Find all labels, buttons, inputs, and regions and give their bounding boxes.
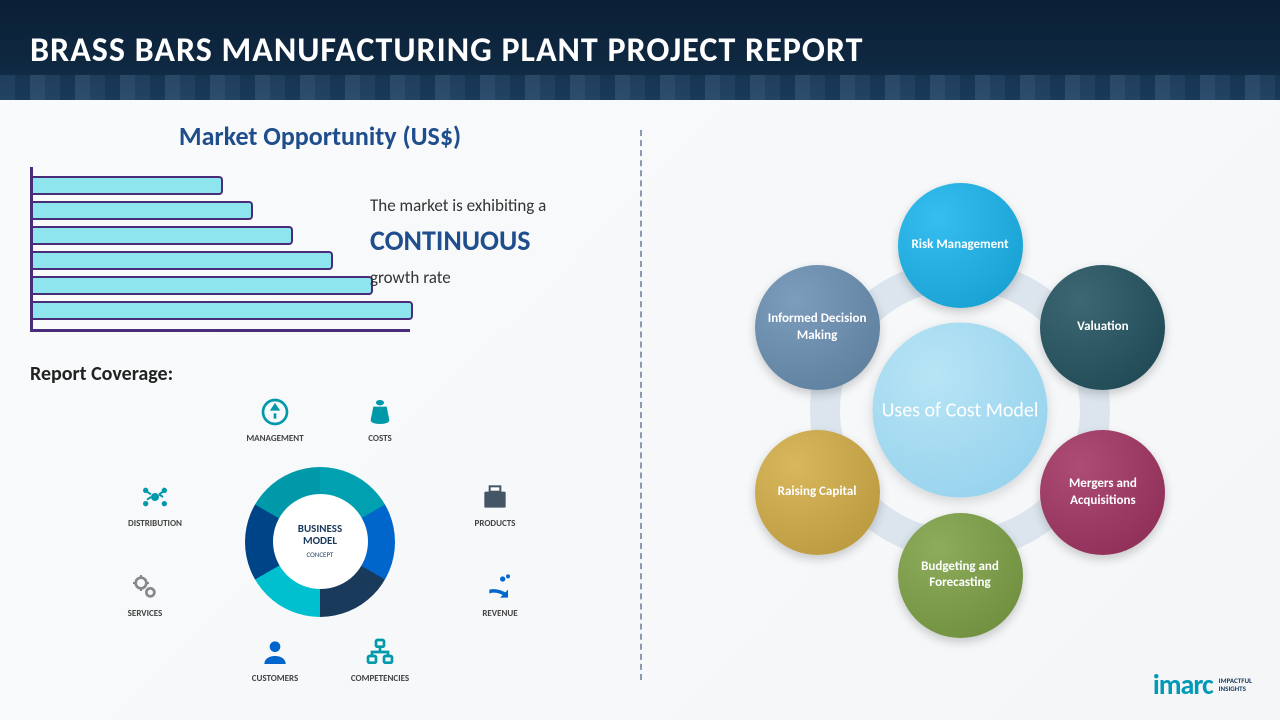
logo-tagline: IMPACTFUL INSIGHTS xyxy=(1219,677,1252,692)
vertical-divider xyxy=(640,130,642,680)
coverage-label: REVENUE xyxy=(460,608,540,619)
coverage-item-management: MANAGEMENT xyxy=(235,394,315,444)
bm-line1: BUSINESS xyxy=(298,522,342,535)
growth-callout: The market is exhibiting a CONTINUOUS gr… xyxy=(370,192,546,291)
management-icon xyxy=(257,394,293,430)
header-banner: BRASS BARS MANUFACTURING PLANT PROJECT R… xyxy=(0,0,1280,100)
growth-emphasis: CONTINUOUS xyxy=(370,219,546,264)
business-model-diagram: BUSINESS MODEL CONCEPT MANAGEMENT COSTS DI… xyxy=(60,394,580,689)
competencies-icon xyxy=(362,634,398,670)
coverage-item-revenue: REVENUE xyxy=(460,569,540,619)
distribution-icon xyxy=(137,479,173,515)
coverage-title: Report Coverage: xyxy=(30,362,610,386)
coverage-item-customers: CUSTOMERS xyxy=(235,634,315,684)
coverage-item-costs: COSTS xyxy=(340,394,420,444)
coverage-label: MANAGEMENT xyxy=(235,433,315,444)
coverage-label: SERVICES xyxy=(105,608,185,619)
services-icon xyxy=(127,569,163,605)
coverage-item-competencies: COMPETENCIES xyxy=(340,634,420,684)
radial-center: Uses of Cost Model xyxy=(873,323,1048,498)
chart-bar xyxy=(33,176,223,195)
market-chart: The market is exhibiting a CONTINUOUS gr… xyxy=(30,167,610,347)
chart-bar xyxy=(33,226,293,245)
radial-node: Informed Decision Making xyxy=(755,265,880,390)
logo-tag2: INSIGHTS xyxy=(1219,685,1252,693)
coverage-label: COMPETENCIES xyxy=(340,673,420,684)
business-model-center: BUSINESS MODEL CONCEPT xyxy=(245,467,395,617)
radial-center-label: Uses of Cost Model xyxy=(882,397,1039,423)
coverage-item-services: SERVICES xyxy=(105,569,185,619)
products-icon xyxy=(477,479,513,515)
revenue-icon xyxy=(482,569,518,605)
coverage-label: COSTS xyxy=(340,433,420,444)
chart-bar xyxy=(33,301,413,320)
logo-brand: imarc xyxy=(1153,667,1213,702)
coverage-item-distribution: DISTRIBUTION xyxy=(115,479,195,529)
radial-node: Budgeting and Forecasting xyxy=(898,513,1023,638)
chart-bar xyxy=(33,276,373,295)
growth-suffix: growth rate xyxy=(370,267,451,288)
radial-node: Mergers and Acquisitions xyxy=(1040,430,1165,555)
bm-concept: CONCEPT xyxy=(307,550,334,559)
content-area: Market Opportunity (US$) The market is e… xyxy=(0,100,1280,720)
chart-bar xyxy=(33,251,333,270)
coverage-label: PRODUCTS xyxy=(455,518,535,529)
market-chart-title: Market Opportunity (US$) xyxy=(30,120,610,152)
business-model-center-text: BUSINESS MODEL CONCEPT xyxy=(298,523,342,561)
radial-node: Valuation xyxy=(1040,265,1165,390)
chart-bar xyxy=(33,201,253,220)
cost-model-radial: Uses of Cost Model Risk ManagementValuat… xyxy=(720,170,1200,650)
coverage-item-products: PRODUCTS xyxy=(455,479,535,529)
radial-node: Raising Capital xyxy=(755,430,880,555)
coverage-label: DISTRIBUTION xyxy=(115,518,195,529)
bm-line2: MODEL xyxy=(303,534,337,547)
brand-logo: imarc IMPACTFUL INSIGHTS xyxy=(1153,667,1252,702)
bar-chart-bars xyxy=(30,167,410,332)
customers-icon xyxy=(257,634,293,670)
right-panel: Uses of Cost Model Risk ManagementValuat… xyxy=(640,100,1280,720)
page-title: BRASS BARS MANUFACTURING PLANT PROJECT R… xyxy=(30,30,864,71)
radial-node: Risk Management xyxy=(898,183,1023,308)
costs-icon xyxy=(362,394,398,430)
left-panel: Market Opportunity (US$) The market is e… xyxy=(0,100,640,720)
growth-prefix: The market is exhibiting a xyxy=(370,195,546,216)
coverage-label: CUSTOMERS xyxy=(235,673,315,684)
